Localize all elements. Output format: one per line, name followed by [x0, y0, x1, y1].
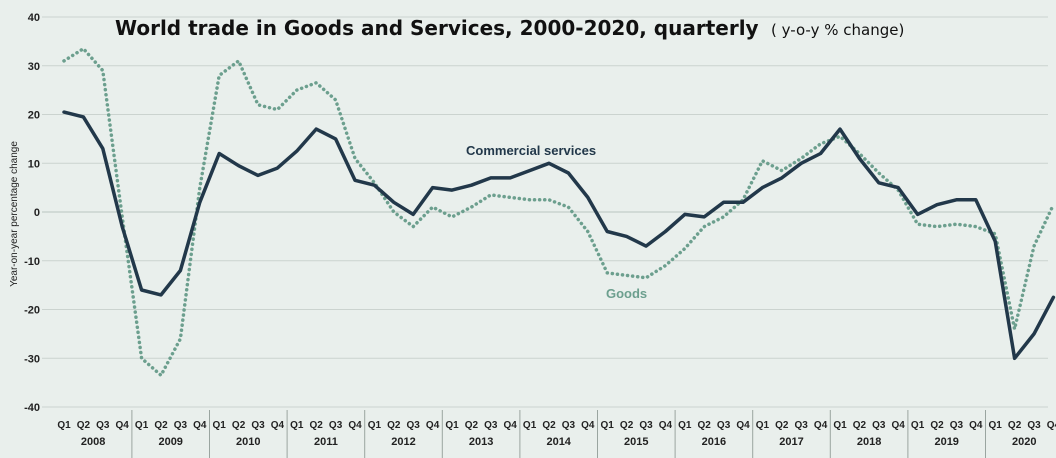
x-tick-label: Q4 [426, 420, 440, 431]
x-tick-label: Q1 [213, 420, 227, 431]
x-tick-label: Q1 [290, 420, 304, 431]
x-tick-label: Q1 [135, 420, 149, 431]
y-tick-label: -30 [24, 353, 40, 365]
x-tick-label: Q3 [872, 420, 886, 431]
chart-title: World trade in Goods and Services, 2000-… [115, 16, 904, 40]
x-tick-label: Q4 [814, 420, 828, 431]
x-tick-label: Q1 [678, 420, 692, 431]
x-tick-label: Q1 [756, 420, 770, 431]
x-tick-label: Q3 [1027, 420, 1041, 431]
y-tick-label: -10 [24, 256, 40, 268]
x-tick-label: Q2 [853, 420, 867, 431]
x-tick-label: Q4 [193, 420, 207, 431]
gridlines [42, 16, 1048, 408]
x-tick-label: Q2 [698, 420, 712, 431]
x-tick-label: Q2 [542, 420, 556, 431]
x-year-label: 2017 [779, 436, 803, 448]
x-tick-label: Q2 [620, 420, 634, 431]
x-tick-label: Q4 [1047, 420, 1056, 431]
y-axis-label: Year-on-year percentage change [9, 141, 20, 287]
x-tick-label: Q1 [57, 420, 71, 431]
x-tick-label: Q3 [484, 420, 498, 431]
x-tick-label: Q4 [504, 420, 518, 431]
x-tick-label: Q3 [717, 420, 731, 431]
x-axis: Q1 Q2 Q3 Q4 2008 Q1 Q2 Q3 Q4 2009 Q1 Q2 Q3 Q4 2010 Q1 Q2… [57, 410, 1056, 458]
x-year-label: 2009 [158, 436, 182, 448]
x-tick-label: Q2 [930, 420, 944, 431]
x-tick-label: Q2 [310, 420, 324, 431]
x-tick-label: Q4 [659, 420, 673, 431]
x-year-label: 2015 [624, 436, 648, 448]
x-tick-label: Q1 [911, 420, 925, 431]
x-tick-label: Q4 [736, 420, 750, 431]
x-tick-label: Q4 [892, 420, 906, 431]
x-tick-label: Q2 [387, 420, 401, 431]
y-tick-label: -20 [24, 305, 40, 317]
x-year-label: 2011 [314, 436, 338, 448]
x-tick-label: Q3 [795, 420, 809, 431]
x-tick-label: Q3 [251, 420, 265, 431]
chart-title-sub: ( y-o-y % change) [771, 21, 904, 39]
y-tick-label: -40 [24, 402, 40, 414]
x-tick-label: Q1 [445, 420, 459, 431]
y-tick-label: 10 [28, 158, 40, 170]
x-tick-label: Q3 [562, 420, 576, 431]
x-year-label: 2010 [236, 436, 260, 448]
x-tick-label: Q1 [368, 420, 382, 431]
y-tick-label: 0 [34, 207, 40, 219]
x-tick-label: Q4 [969, 420, 983, 431]
y-tick-label: 30 [28, 61, 40, 73]
x-year-label: 2012 [391, 436, 415, 448]
x-tick-label: Q4 [581, 420, 595, 431]
x-tick-label: Q2 [465, 420, 479, 431]
x-tick-label: Q2 [232, 420, 246, 431]
x-tick-label: Q3 [639, 420, 653, 431]
x-year-label: 2013 [469, 436, 493, 448]
x-tick-label: Q1 [833, 420, 847, 431]
x-tick-label: Q4 [348, 420, 362, 431]
chart-title-main: World trade in Goods and Services, 2000-… [115, 16, 759, 40]
y-tick-label: 20 [28, 110, 40, 122]
x-tick-label: Q3 [950, 420, 964, 431]
series-label-commercial-services: Commercial services [466, 143, 596, 158]
x-tick-label: Q3 [96, 420, 110, 431]
x-tick-label: Q1 [601, 420, 615, 431]
x-tick-label: Q2 [154, 420, 168, 431]
series-label-goods: Goods [606, 286, 647, 301]
series-line-commercial-services [62, 110, 1056, 361]
x-tick-label: Q3 [329, 420, 343, 431]
x-tick-label: Q1 [989, 420, 1003, 431]
x-tick-label: Q2 [775, 420, 789, 431]
series-lines [62, 46, 1056, 378]
series-line-goods [62, 46, 1056, 378]
x-tick-label: Q2 [77, 420, 91, 431]
x-tick-label: Q2 [1008, 420, 1022, 431]
x-year-label: 2014 [546, 436, 571, 448]
x-tick-label: Q4 [271, 420, 285, 431]
x-tick-label: Q3 [174, 420, 188, 431]
x-year-label: 2016 [702, 436, 726, 448]
x-tick-label: Q1 [523, 420, 537, 431]
x-year-label: 2008 [81, 436, 105, 448]
x-tick-label: Q3 [407, 420, 421, 431]
y-tick-label: 40 [28, 12, 40, 24]
y-axis-ticks: 40 30 20 10 0 -10 -20 -30 -40 [24, 12, 40, 414]
x-year-label: 2018 [857, 436, 881, 448]
x-year-label: 2019 [934, 436, 958, 448]
x-tick-label: Q4 [116, 420, 130, 431]
x-year-label: 2020 [1012, 436, 1036, 448]
